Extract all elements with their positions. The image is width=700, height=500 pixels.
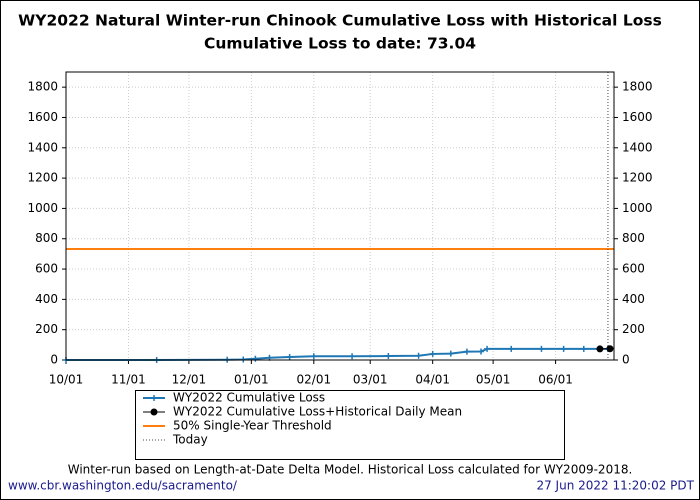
x-tick-label: 01/01	[234, 373, 269, 387]
point	[606, 345, 614, 353]
point	[463, 348, 470, 355]
legend-label: WY2022 Cumulative Loss+Historical Daily …	[173, 405, 462, 419]
y2-tick-label: 200	[622, 322, 645, 336]
point	[538, 345, 545, 352]
timestamp: 27 Jun 2022 11:20:02 PDT	[536, 479, 694, 493]
x-tick-label: 06/01	[538, 373, 573, 387]
y-tick-label: 1200	[27, 171, 58, 185]
point	[310, 353, 317, 360]
legend-label: WY2022 Cumulative Loss	[173, 391, 325, 405]
legend-box	[135, 390, 565, 460]
x-tick-label: 03/01	[353, 373, 388, 387]
y2-tick-label: 1000	[622, 201, 653, 215]
point	[508, 345, 515, 352]
point	[596, 345, 604, 353]
y-tick-label: 1400	[27, 140, 58, 154]
y2-tick-label: 800	[622, 231, 645, 245]
x-tick-label: 04/01	[415, 373, 450, 387]
y-tick-label: 0	[50, 353, 58, 367]
legend-swatch	[151, 395, 157, 401]
plot-frame	[65, 71, 615, 361]
point	[349, 353, 356, 360]
x-tick-label: 05/01	[476, 373, 511, 387]
y2-tick-label: 1600	[622, 110, 653, 124]
point	[415, 352, 422, 359]
footnote: Winter-run based on Length-at-Date Delta…	[68, 463, 633, 477]
point	[286, 353, 293, 360]
point	[429, 350, 436, 357]
y2-tick-label: 1200	[622, 171, 653, 185]
x-tick-label: 11/01	[111, 373, 146, 387]
y-tick-label: 600	[35, 262, 58, 276]
point	[484, 345, 491, 352]
point	[560, 345, 567, 352]
y2-tick-label: 600	[622, 262, 645, 276]
y2-tick-label: 400	[622, 292, 645, 306]
y-tick-label: 1000	[27, 201, 58, 215]
y-tick-label: 400	[35, 292, 58, 306]
x-tick-label: 12/01	[172, 373, 207, 387]
x-tick-label: 02/01	[297, 373, 332, 387]
x-tick-label: 10/01	[49, 373, 84, 387]
chart-title: WY2022 Natural Winter-run Chinook Cumula…	[18, 12, 662, 30]
point	[447, 350, 454, 357]
source: www.cbr.washington.edu/sacramento/	[8, 479, 238, 493]
y2-tick-label: 1800	[622, 80, 653, 94]
y-tick-label: 1600	[27, 110, 58, 124]
legend-label: Today	[172, 433, 208, 447]
y-tick-label: 1800	[27, 80, 58, 94]
point	[252, 355, 259, 362]
chart-subtitle: Cumulative Loss to date: 73.04	[204, 35, 476, 53]
point	[385, 353, 392, 360]
point	[580, 345, 587, 352]
y2-tick-label: 0	[622, 353, 630, 367]
y2-tick-label: 1400	[622, 140, 653, 154]
legend-label: 50% Single-Year Threshold	[173, 419, 332, 433]
y-tick-label: 800	[35, 231, 58, 245]
y-tick-label: 200	[35, 322, 58, 336]
point	[478, 348, 485, 355]
legend-swatch	[150, 408, 158, 416]
